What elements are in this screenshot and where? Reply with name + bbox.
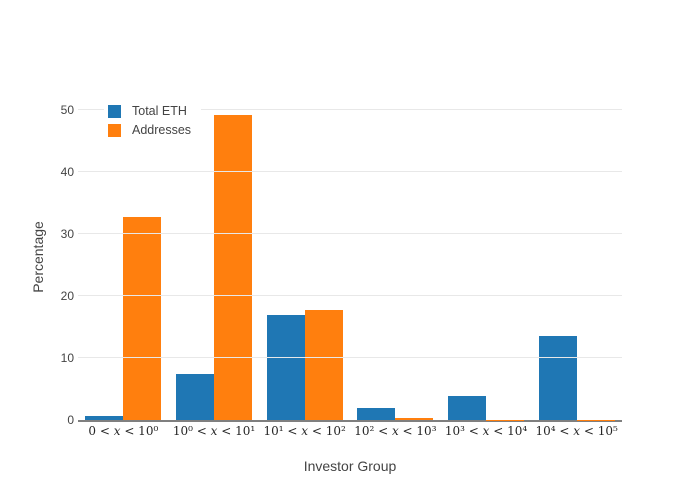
legend-swatch: [108, 123, 121, 137]
gridline: [78, 171, 622, 172]
bar-group: [441, 110, 532, 420]
legend: Total ETH Addresses: [104, 101, 202, 140]
y-tick-label: 50: [60, 103, 74, 117]
x-tick-label: 10³ < x < 10⁴: [444, 424, 528, 438]
gridline: [78, 357, 622, 358]
y-tick-label: 40: [60, 165, 74, 179]
x-axis: 0 < x < 10⁰ 10⁰ < x < 10¹ 10¹ < x < 10² 10²…: [78, 424, 622, 438]
bar-addresses[interactable]: [123, 216, 162, 420]
bar-total-eth[interactable]: [85, 416, 124, 420]
gridline: [78, 295, 622, 296]
y-tick-label: 20: [60, 289, 74, 303]
bar-total-eth[interactable]: [176, 374, 214, 420]
legend-label: Total ETH: [132, 104, 187, 118]
legend-item[interactable]: Addresses: [108, 123, 191, 137]
bar-addresses[interactable]: [304, 310, 343, 420]
y-axis: 0 10 20 30 40 50: [0, 103, 74, 427]
x-axis-title: Investor Group: [303, 458, 397, 474]
bar-total-eth[interactable]: [448, 396, 487, 420]
bar-addresses[interactable]: [395, 417, 434, 420]
bar-group: [78, 110, 169, 420]
legend-swatch: [108, 104, 121, 118]
x-tick-label: 10¹ < x < 10²: [263, 424, 346, 438]
gridline: [78, 233, 622, 234]
y-tick-label: 0: [67, 413, 74, 427]
y-tick-label: 30: [60, 227, 74, 241]
bar-group: [531, 110, 622, 420]
x-tick-label: 10⁴ < x < 10⁵: [535, 424, 618, 438]
legend-label: Addresses: [132, 123, 192, 137]
x-tick-label: 10⁰ < x < 10¹: [172, 424, 256, 438]
x-tick-label: 10² < x < 10³: [354, 424, 437, 438]
x-tick-label: 0 < x < 10⁰: [88, 424, 159, 438]
bar-group: [169, 110, 260, 420]
plot-area: [78, 109, 622, 422]
bar-group: [350, 110, 441, 420]
bar-total-eth[interactable]: [266, 314, 305, 420]
bar-group: [259, 110, 350, 420]
bar-total-eth[interactable]: [538, 335, 577, 420]
bar-total-eth[interactable]: [357, 408, 396, 420]
bar-addresses[interactable]: [214, 114, 252, 420]
legend-item[interactable]: Total ETH: [108, 104, 191, 118]
bar-groups: [78, 110, 622, 420]
gridline: [78, 109, 622, 110]
y-tick-label: 10: [60, 351, 74, 365]
